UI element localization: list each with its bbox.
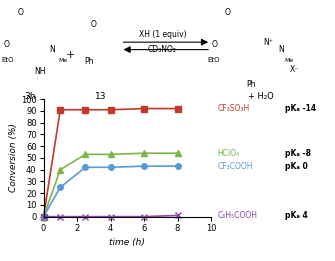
Text: pKₐ 0: pKₐ 0 <box>285 162 308 171</box>
Text: Ph: Ph <box>84 57 93 67</box>
Text: C₆H₅COOH: C₆H₅COOH <box>218 211 258 220</box>
Text: EtO: EtO <box>2 57 14 62</box>
Text: + H₂O: + H₂O <box>249 92 274 101</box>
Text: O: O <box>17 8 23 17</box>
Text: +: + <box>66 50 75 60</box>
Text: 13: 13 <box>95 92 106 101</box>
Text: Me: Me <box>285 58 294 63</box>
Text: CF₃COOH: CF₃COOH <box>218 162 253 171</box>
Text: XH (1 equiv): XH (1 equiv) <box>139 30 186 39</box>
Text: O: O <box>4 40 10 49</box>
X-axis label: time (h): time (h) <box>109 238 145 247</box>
Text: Me: Me <box>59 58 68 63</box>
Text: pKₐ 4: pKₐ 4 <box>285 211 308 220</box>
Text: N: N <box>49 45 55 54</box>
Text: pKₐ -14: pKₐ -14 <box>285 104 316 113</box>
Text: NH: NH <box>35 67 46 76</box>
Text: 3h: 3h <box>24 92 36 101</box>
Text: O: O <box>91 20 97 29</box>
Text: pKₐ -8: pKₐ -8 <box>285 149 311 158</box>
Text: HClO₄: HClO₄ <box>218 149 240 158</box>
Text: CD₃NO₂: CD₃NO₂ <box>148 45 177 54</box>
Y-axis label: Conversion (%): Conversion (%) <box>9 123 18 192</box>
Text: Ph: Ph <box>247 80 256 89</box>
Text: EtO: EtO <box>208 57 220 62</box>
Text: N: N <box>278 45 284 54</box>
Text: O: O <box>225 8 231 17</box>
Text: X⁻: X⁻ <box>290 65 299 74</box>
Text: N⁺: N⁺ <box>263 38 273 47</box>
Text: O: O <box>211 40 217 49</box>
Text: CF₃SO₃H: CF₃SO₃H <box>218 104 250 113</box>
